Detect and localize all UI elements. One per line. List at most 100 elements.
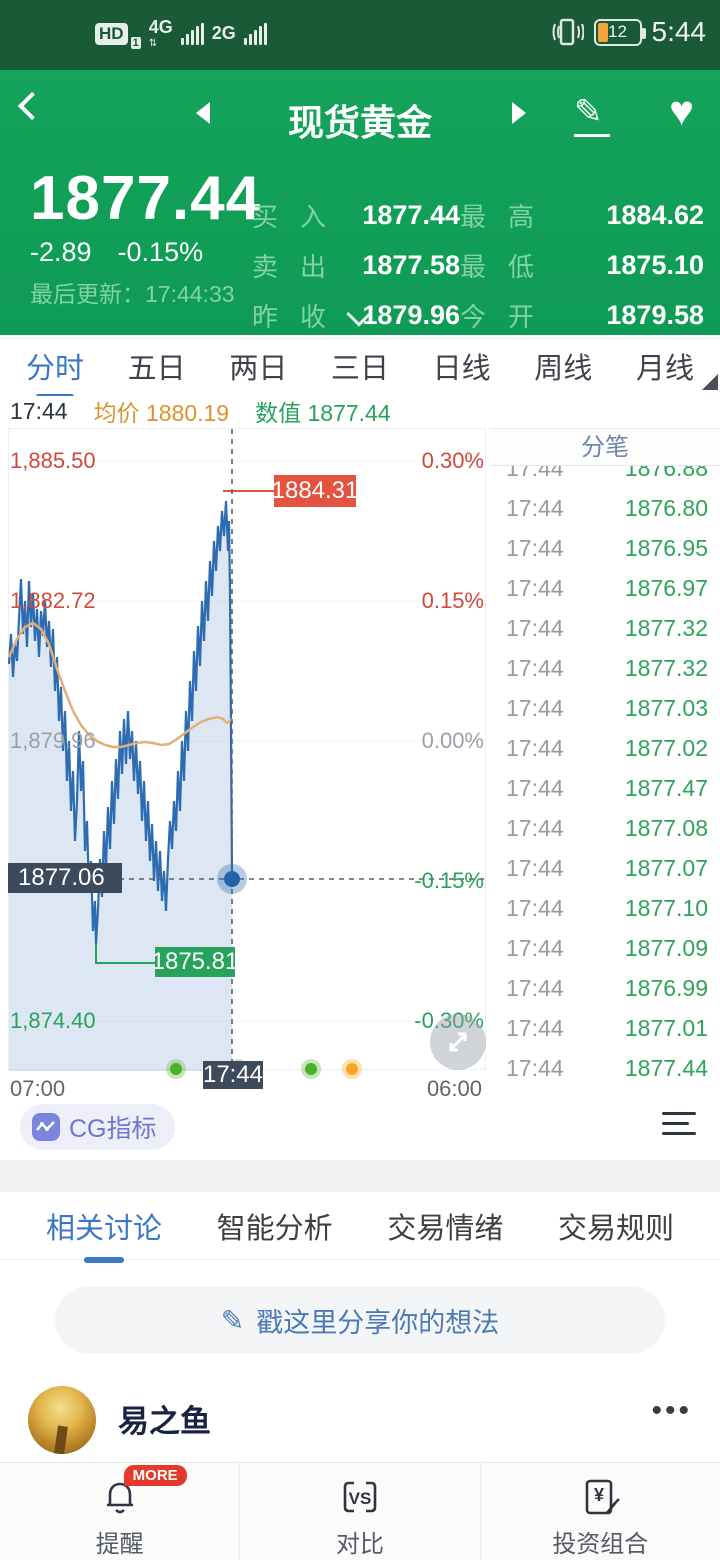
section-divider xyxy=(0,1160,720,1192)
quote-grid: 买入 1877.44 最高 1884.62 卖出 1877.58 最低 1875.10 … xyxy=(252,197,704,334)
vibrate-icon xyxy=(552,18,584,46)
status-bar: HD 1 4G ⇅ 2G 12 5:44 xyxy=(0,0,720,70)
tab-weekly[interactable]: 周线 xyxy=(534,352,593,385)
value-label: 数值 1877.44 xyxy=(255,400,391,426)
nav-item-compare[interactable]: VS 对比 xyxy=(239,1463,479,1560)
price-change: -2.89 -0.15% xyxy=(30,237,204,267)
nav-label-alerts: 提醒 xyxy=(95,1531,144,1558)
quote-field-buy: 买入 1877.44 xyxy=(252,200,460,232)
chart-info-row: 17:44 均价 1880.19 数值 1877.44 xyxy=(0,396,720,426)
tick-row: 17:44 1877.01 xyxy=(506,1014,708,1041)
tab-monthly[interactable]: 月线 xyxy=(635,352,694,385)
app-header: 现货黄金 ✎ ♥ xyxy=(0,70,720,155)
network-1-label: 4G ⇅ xyxy=(148,17,173,49)
price-chart-svg xyxy=(7,429,487,1079)
tick-row: 17:44 1877.08 xyxy=(506,814,708,841)
quote-field-sell: 卖出 1877.58 xyxy=(252,250,460,282)
post-row[interactable]: 易之鱼 ••• xyxy=(0,1378,720,1462)
low-leader-line xyxy=(95,944,156,964)
tab-2day[interactable]: 两日 xyxy=(229,352,288,385)
y-price-3: 1,879.96 xyxy=(10,728,96,753)
tick-row: 17:44 1877.10 xyxy=(506,894,708,921)
avg-price-label: 均价 1880.19 xyxy=(93,400,230,426)
tick-row: 17:44 1876.97 xyxy=(506,574,708,601)
cg-wave-icon xyxy=(32,1113,60,1141)
tab-smart-analysis[interactable]: 智能分析 xyxy=(216,1212,333,1245)
last-update: 最后更新：17:44:33 xyxy=(30,281,235,307)
signal-bars-icon xyxy=(180,22,204,45)
current-point-dot xyxy=(224,871,240,887)
tick-row: 17:44 1877.03 xyxy=(506,694,708,721)
fullscreen-expand-button[interactable] xyxy=(430,1014,486,1070)
y-pct-5: -0.30% xyxy=(414,1008,484,1033)
price-line xyxy=(7,500,234,945)
vs-icon: VS xyxy=(343,1481,377,1513)
hd-sub-badge: 1 xyxy=(130,37,141,49)
tick-row: 17:44 1877.07 xyxy=(506,854,708,881)
tab-discussion[interactable]: 相关讨论 xyxy=(46,1205,162,1247)
crosshair-price-label: 1877.06 xyxy=(8,863,122,893)
cg-indicator-label: CG指标 xyxy=(69,1115,157,1143)
y-pct-1: 0.30% xyxy=(421,448,484,473)
tab-5day[interactable]: 五日 xyxy=(127,352,186,385)
quote-field-open: 今开 1879.58 xyxy=(460,300,704,332)
tab-trading-rules[interactable]: 交易规则 xyxy=(557,1212,674,1245)
post-more-icon[interactable]: ••• xyxy=(651,1394,692,1427)
avatar[interactable] xyxy=(28,1386,96,1454)
chart-section: 1,885.50 1,882.72 1,879.96 1,874.40 0.30… xyxy=(0,428,720,1101)
tick-panel-title: 分笔 xyxy=(490,428,720,466)
current-price: 1877.44 xyxy=(30,164,262,233)
price-chart[interactable] xyxy=(7,428,487,1079)
tick-list: 17:44 1876.88 17:44 1876.80 17:44 1876.95 1… xyxy=(490,448,720,1088)
quote-field-high: 最高 1884.62 xyxy=(460,200,704,232)
y-pct-4: -0.15% xyxy=(414,868,484,893)
bottom-nav: MORE 提醒 VS 对比 ¥ 投资组合 xyxy=(0,1462,720,1560)
cg-indicator-button[interactable]: CG指标 xyxy=(20,1104,175,1150)
more-periods-corner-icon[interactable] xyxy=(702,374,718,390)
high-price-callout: 1884.31 xyxy=(272,475,358,507)
y-price-4: 1,874.40 xyxy=(10,1008,96,1033)
network-2-label: 2G xyxy=(211,22,236,43)
crosshair-time-label: 17:44 xyxy=(202,1061,264,1089)
indicator-row: CG指标 xyxy=(0,1096,720,1160)
nav-label-compare: 对比 xyxy=(335,1531,384,1558)
quote-field-low: 最低 1875.10 xyxy=(460,250,704,282)
tab-sentiment[interactable]: 交易情绪 xyxy=(387,1212,504,1245)
tick-row: 17:44 1877.32 xyxy=(506,654,708,681)
tick-row: 17:44 1877.47 xyxy=(506,774,708,801)
tab-daily[interactable]: 日线 xyxy=(432,352,491,385)
edit-icon[interactable]: ✎ xyxy=(574,92,614,137)
svg-text:¥: ¥ xyxy=(594,1485,604,1505)
period-tab-bar: 分时 五日 两日 三日 日线 周线 月线 xyxy=(0,338,720,396)
expand-arrows-icon xyxy=(449,1032,467,1052)
tick-panel[interactable]: 分笔 17:44 1876.88 17:44 1876.80 17:44 1876.9… xyxy=(490,428,720,1090)
next-instrument-arrow[interactable] xyxy=(512,102,526,124)
favorite-icon[interactable]: ♥ xyxy=(669,87,694,134)
clock-time: 5:44 xyxy=(651,16,707,47)
ma-line xyxy=(7,621,233,749)
prev-instrument-arrow[interactable] xyxy=(196,102,210,124)
tab-3day[interactable]: 三日 xyxy=(330,352,389,385)
nav-item-portfolio[interactable]: ¥ 投资组合 xyxy=(479,1463,720,1560)
tick-row: 17:44 1877.44 xyxy=(506,1054,708,1081)
quote-field-prev-close: 昨收 1879.96 xyxy=(252,300,460,332)
tick-row: 17:44 1876.95 xyxy=(506,534,708,561)
y-pct-3: 0.00% xyxy=(421,728,484,753)
tick-row: 17:44 1877.32 xyxy=(506,614,708,641)
nav-item-alerts[interactable]: MORE 提醒 xyxy=(0,1463,239,1560)
quote-panel: 1877.44 -2.89 -0.15% 最后更新：17:44:33 买入 1877… xyxy=(0,155,720,335)
discussion-tab-bar: 相关讨论 智能分析 交易情绪 交易规则 xyxy=(0,1192,720,1260)
y-price-1: 1,885.50 xyxy=(10,448,96,473)
tick-row: 17:44 1876.99 xyxy=(506,974,708,1001)
share-input[interactable]: ✎ 戳这里分享你的想法 xyxy=(55,1286,665,1354)
portfolio-icon: ¥ xyxy=(586,1479,621,1515)
signal-bars-2-icon xyxy=(243,22,267,45)
tick-row: 17:44 1877.02 xyxy=(506,734,708,761)
chart-settings-menu-icon[interactable] xyxy=(662,1112,696,1135)
battery-percent: 12 xyxy=(608,22,627,41)
tab-minute[interactable]: 分时 xyxy=(26,345,84,391)
pencil-icon: ✎ xyxy=(220,1304,245,1336)
bell-icon xyxy=(106,1482,133,1514)
hd-icon: HD xyxy=(95,22,128,45)
